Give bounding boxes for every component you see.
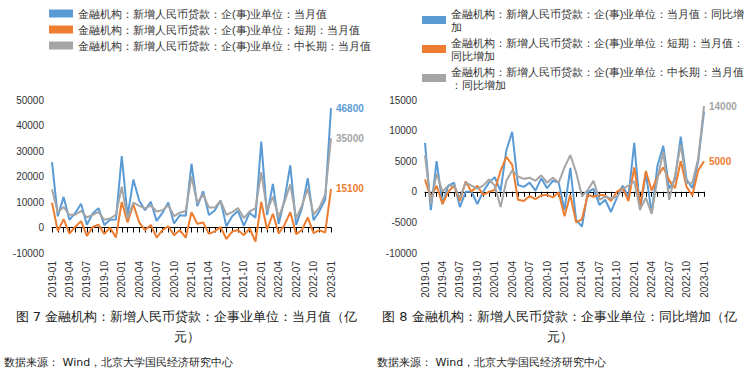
svg-text:15100: 15100 (336, 183, 364, 194)
html-text:数据来源： Wind，北京大学国民经济研究中心: 数据来源： Wind，北京大学国民经济研究中心 (4, 356, 234, 369)
svg-text:2022-10: 2022-10 (308, 261, 319, 298)
svg-text:2019-10: 2019-10 (472, 261, 483, 298)
svg-text:2021-01: 2021-01 (186, 261, 197, 298)
svg-text:0: 0 (38, 222, 44, 233)
svg-text:2022-07: 2022-07 (291, 261, 302, 298)
svg-text:14000: 14000 (709, 101, 737, 112)
svg-text:2020-10: 2020-10 (542, 261, 553, 298)
svg-text:2019-01: 2019-01 (420, 261, 431, 298)
svg-text:10000: 10000 (16, 197, 44, 208)
svg-text:40000: 40000 (16, 120, 44, 131)
svg-text:20000: 20000 (16, 171, 44, 182)
svg-text:35000: 35000 (336, 133, 364, 144)
svg-text:金融机构：新增人民币贷款：企(事)业单位：短期：当月值：: 金融机构：新增人民币贷款：企(事)业单位：短期：当月值： (451, 37, 744, 49)
svg-text:2019-07: 2019-07 (81, 261, 92, 298)
svg-text:2021-10: 2021-10 (611, 261, 622, 298)
svg-text:-5000: -5000 (391, 217, 417, 228)
svg-text:15000: 15000 (389, 95, 417, 106)
svg-text:2021-01: 2021-01 (559, 261, 570, 298)
svg-text:2022-01: 2022-01 (629, 261, 640, 298)
svg-text:2019-10: 2019-10 (99, 261, 110, 298)
svg-text:2020-04: 2020-04 (134, 261, 145, 298)
svg-text:金融机构：新增人民币贷款：企(事)业单位：中长期：当月值: 金融机构：新增人民币贷款：企(事)业单位：中长期：当月值 (78, 40, 371, 52)
svg-text:金融机构：新增人民币贷款：企(事)业单位：当月值: 金融机构：新增人民币贷款：企(事)业单位：当月值 (78, 8, 327, 20)
svg-text:2023-01: 2023-01 (326, 261, 337, 298)
svg-text:金融机构：新增人民币贷款：企(事)业单位：当月值：同比增: 金融机构：新增人民币贷款：企(事)业单位：当月值：同比增 (451, 8, 744, 20)
svg-text:30000: 30000 (16, 146, 44, 157)
svg-text:金融机构：新增人民币贷款：企(事)业单位：短期：当月值: 金融机构：新增人民币贷款：企(事)业单位：短期：当月值 (78, 24, 360, 36)
svg-text:同比增加: 同比增加 (451, 50, 495, 62)
html-text:图 8 金融机构：新增人民币贷款：企事业单位：同比增加（亿元: 图 8 金融机构：新增人民币贷款：企事业单位：同比增加（亿元） (382, 309, 737, 344)
svg-text:2020-10: 2020-10 (169, 261, 180, 298)
svg-text:2023-01: 2023-01 (699, 261, 710, 298)
svg-text:2021-07: 2021-07 (594, 261, 605, 298)
svg-text:46800: 46800 (336, 103, 364, 114)
svg-text:2019-04: 2019-04 (64, 261, 75, 298)
svg-text:2019-07: 2019-07 (454, 261, 465, 298)
svg-text:50000: 50000 (16, 95, 44, 106)
svg-text:2022-04: 2022-04 (646, 261, 657, 298)
svg-text:加: 加 (451, 21, 462, 33)
svg-text:5000: 5000 (709, 156, 732, 167)
svg-text:2021-04: 2021-04 (576, 261, 587, 298)
svg-text:-10000: -10000 (386, 248, 418, 259)
html-text:数据来源： Wind，北京大学国民经济研究中心: 数据来源： Wind，北京大学国民经济研究中心 (377, 356, 607, 369)
svg-text:2020-04: 2020-04 (507, 261, 518, 298)
svg-text:：同比增加: ：同比增加 (451, 79, 506, 91)
html-text:图 7 金融机构：新增人民币贷款：企事业单位：当月值（亿元）: 图 7 金融机构：新增人民币贷款：企事业单位：当月值（亿元） (15, 309, 358, 344)
svg-text:2021-07: 2021-07 (221, 261, 232, 298)
svg-text:2022-04: 2022-04 (273, 261, 284, 298)
svg-text:2020-01: 2020-01 (489, 261, 500, 298)
svg-text:2022-01: 2022-01 (256, 261, 267, 298)
svg-text:2019-01: 2019-01 (47, 261, 58, 298)
svg-text:0: 0 (411, 186, 417, 197)
svg-text:2020-07: 2020-07 (151, 261, 162, 298)
svg-text:2021-04: 2021-04 (203, 261, 214, 298)
svg-text:2019-04: 2019-04 (437, 261, 448, 298)
svg-text:2021-10: 2021-10 (238, 261, 249, 298)
svg-text:-10000: -10000 (13, 248, 45, 259)
svg-text:2020-01: 2020-01 (116, 261, 127, 298)
svg-text:2020-07: 2020-07 (524, 261, 535, 298)
svg-text:2022-10: 2022-10 (681, 261, 692, 298)
svg-text:10000: 10000 (389, 125, 417, 136)
svg-text:2022-07: 2022-07 (664, 261, 675, 298)
svg-text:金融机构：新增人民币贷款：企(事)业单位：中长期：当月值: 金融机构：新增人民币贷款：企(事)业单位：中长期：当月值 (451, 66, 744, 78)
svg-text:5000: 5000 (395, 156, 418, 167)
